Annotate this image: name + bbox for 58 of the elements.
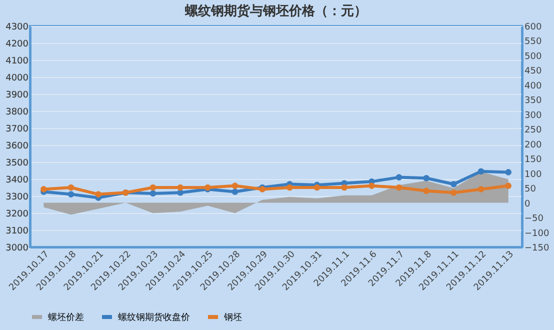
y2-tick-label: 250 xyxy=(524,126,542,136)
y2-tick-label: 100 xyxy=(524,170,542,180)
point xyxy=(68,191,74,198)
point xyxy=(478,186,484,192)
y-tick-label: 3200 xyxy=(6,210,29,220)
y-tick-label: 4300 xyxy=(6,22,29,32)
y-tick-label: 3800 xyxy=(6,108,29,118)
y2-tick-label: 0 xyxy=(524,199,530,210)
point xyxy=(396,174,402,180)
y2-tick-label: 550 xyxy=(524,37,542,48)
y2-tick-label: −150 xyxy=(524,244,550,254)
y2-tick-label: 450 xyxy=(524,66,542,77)
y2-tick-label: 500 xyxy=(524,52,542,62)
point xyxy=(314,184,320,191)
y-tick-label: 3100 xyxy=(6,226,29,236)
y-tick-label: 4200 xyxy=(6,40,29,50)
point xyxy=(450,180,457,188)
y2-tick-label: −50 xyxy=(524,214,544,224)
y2-tick-label: 50 xyxy=(524,184,536,195)
point xyxy=(232,182,238,189)
point xyxy=(505,169,512,176)
point xyxy=(341,184,348,191)
y-tick-label: 3600 xyxy=(6,142,29,152)
y-tick-label: 3700 xyxy=(6,124,29,134)
y-tick-label: 3300 xyxy=(6,192,29,202)
point xyxy=(396,184,402,191)
legend-label: 螺纹钢期货收盘价 xyxy=(118,312,190,323)
y-tick-label: 3000 xyxy=(6,244,29,254)
y2-tick-label: 350 xyxy=(524,96,542,106)
point xyxy=(177,189,184,196)
y2-tick-label: 300 xyxy=(524,110,542,121)
point xyxy=(286,184,293,191)
y-tick-label: 4100 xyxy=(6,56,29,66)
y2-tick-label: 400 xyxy=(524,81,542,92)
point xyxy=(450,189,457,196)
y2-tick-label: 150 xyxy=(524,155,542,166)
point xyxy=(423,174,430,182)
point xyxy=(150,190,156,197)
point xyxy=(177,184,184,191)
legend-label: 螺坯价差 xyxy=(48,312,84,323)
y-tick-label: 3900 xyxy=(6,90,29,100)
point xyxy=(150,184,156,191)
chart-title: 螺纹钢期货与钢坯价格（：元） xyxy=(184,3,367,19)
point xyxy=(68,184,74,191)
point xyxy=(423,188,430,194)
y2-tick-label: 200 xyxy=(524,140,542,150)
point xyxy=(505,182,512,189)
y-tick-label: 4000 xyxy=(6,74,29,84)
y2-tick-label: 600 xyxy=(524,22,542,32)
point xyxy=(368,182,375,189)
y-tick-label: 3500 xyxy=(6,158,29,168)
legend-label: 钢坯 xyxy=(223,312,242,323)
y2-tick-label: −100 xyxy=(524,228,550,239)
y-tick-label: 3400 xyxy=(6,176,29,186)
point xyxy=(232,188,238,195)
point xyxy=(95,191,102,198)
point xyxy=(478,168,484,175)
point xyxy=(40,186,47,192)
